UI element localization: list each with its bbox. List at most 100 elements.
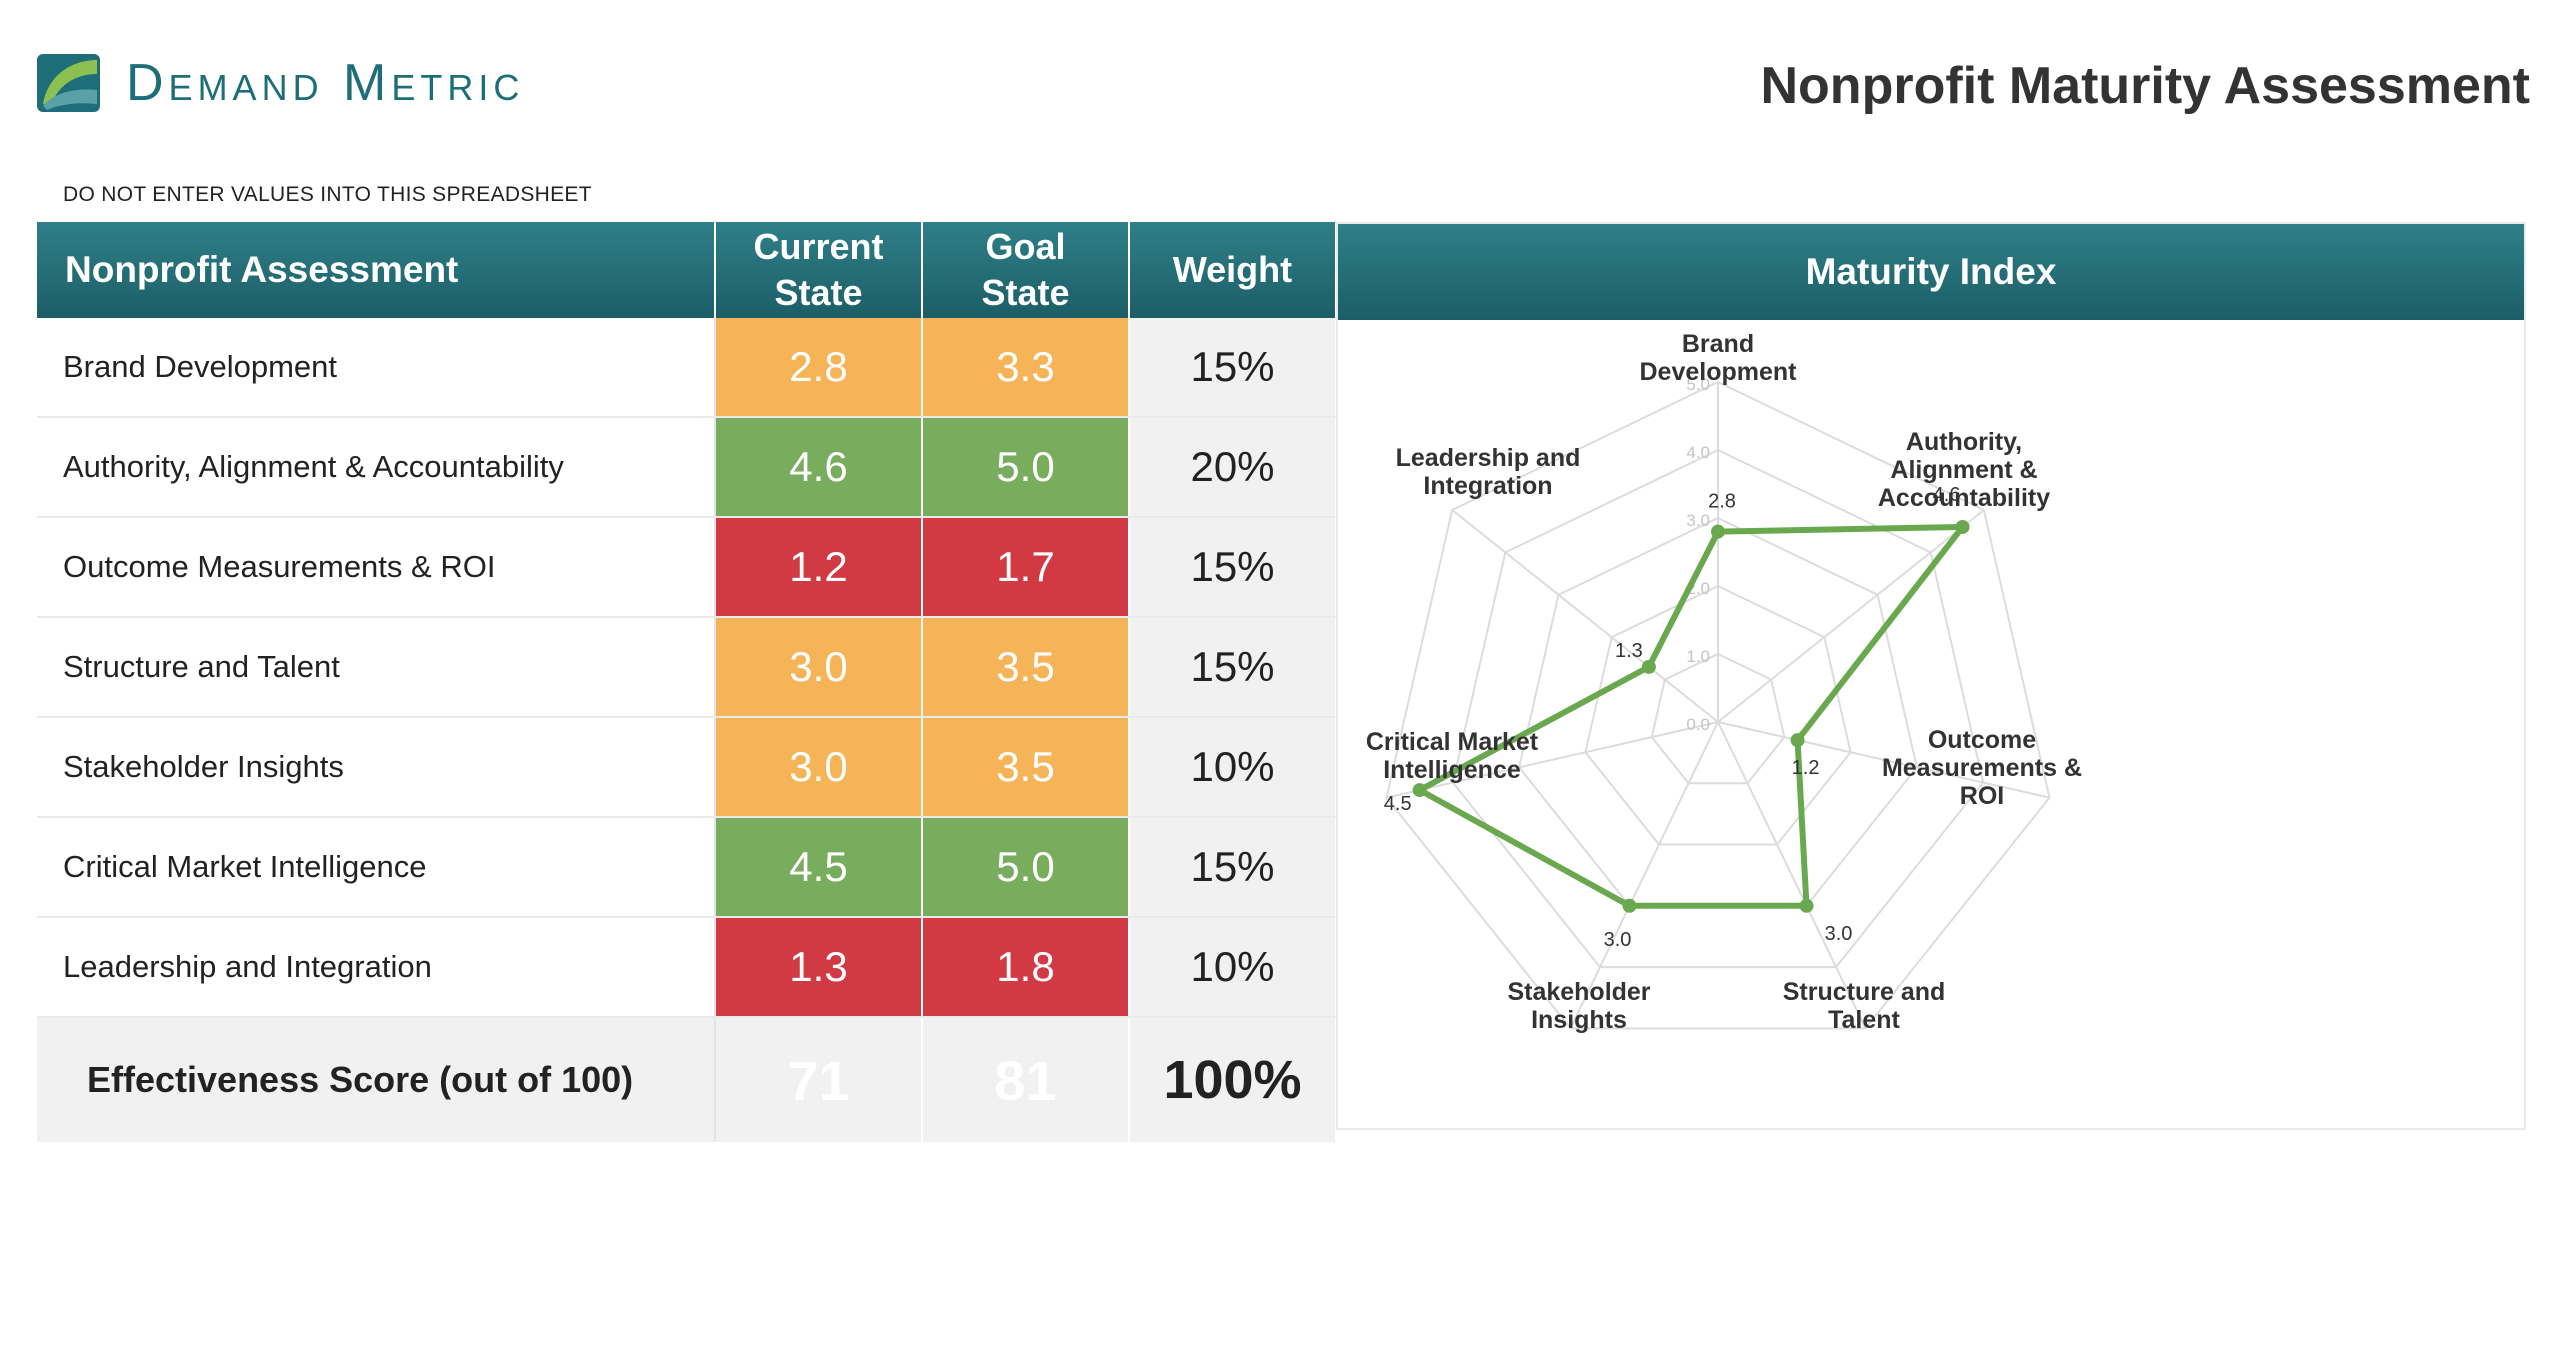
- header-goal-state: Goal State: [922, 222, 1130, 318]
- row-name: Outcome Measurements & ROI: [37, 517, 716, 618]
- radar-value-label: 3.0: [1604, 929, 1632, 951]
- radar-grid-ring: [1650, 652, 1786, 785]
- table-row: Brand Development 2.8 3.3 15%: [37, 318, 1337, 418]
- table-row: Leadership and Integration 1.3 1.8 10%: [37, 917, 1337, 1018]
- table-row: Authority, Alignment & Accountability 4.6…: [37, 417, 1337, 518]
- radar-category-label: Authority,: [1906, 428, 2022, 456]
- row-name: Leadership and Integration: [37, 917, 716, 1018]
- radar-category-label: Critical Market: [1366, 728, 1539, 756]
- radar-spoke: [1717, 721, 1867, 1029]
- brand-name: Demand Metric: [126, 54, 525, 112]
- radar-grid-ring: [1385, 380, 2051, 1030]
- radar-tick-label: 1.0: [1686, 647, 1710, 666]
- radar-value-label: 4.5: [1384, 793, 1412, 815]
- header-assessment: Nonprofit Assessment: [37, 222, 716, 318]
- row-current-state: 4.5: [715, 817, 923, 918]
- row-goal-state: 3.5: [922, 717, 1130, 818]
- header-current-state: Current State: [715, 222, 923, 318]
- radar-category-label: Leadership and: [1396, 444, 1581, 472]
- row-name: Critical Market Intelligence: [37, 817, 716, 918]
- row-goal-state: 5.0: [922, 417, 1130, 518]
- radar-category-label: Talent: [1828, 1006, 1900, 1034]
- row-weight: 20%: [1129, 417, 1337, 518]
- radar-spoke: [1451, 509, 1719, 723]
- total-row: Effectiveness Score (out of 100) 71 81 1…: [37, 1017, 1337, 1142]
- radar-category-label: Structure and: [1783, 978, 1946, 1006]
- header-goal-line1: Goal: [985, 226, 1066, 267]
- row-goal-state: 5.0: [922, 817, 1130, 918]
- row-weight: 15%: [1129, 617, 1337, 718]
- radar-category-label: ROI: [1960, 782, 2004, 810]
- page-title: Nonprofit Maturity Assessment: [1760, 57, 2530, 115]
- row-current-state: 2.8: [715, 318, 923, 418]
- row-weight: 10%: [1129, 917, 1337, 1018]
- row-weight: 15%: [1129, 318, 1337, 418]
- header-goal-line2: State: [981, 272, 1070, 313]
- radar-point: [1641, 659, 1656, 674]
- radar-category-label: Accountability: [1878, 484, 2050, 512]
- radar-spoke: [1386, 721, 1719, 799]
- radar-category-label: Stakeholder: [1507, 978, 1650, 1006]
- row-current-state: 1.3: [715, 917, 923, 1018]
- radar-category-label: Development: [1640, 358, 1798, 386]
- assessment-table: Nonprofit Assessment Current State Goal St…: [37, 222, 1337, 1142]
- radar-series-line: [1416, 523, 1966, 909]
- radar-tick-label: 4.0: [1686, 443, 1710, 462]
- radar-point: [1955, 519, 1970, 534]
- row-name: Stakeholder Insights: [37, 717, 716, 818]
- row-name: Structure and Talent: [37, 617, 716, 718]
- total-weight: 100%: [1129, 1017, 1337, 1142]
- radar-point: [1622, 898, 1637, 913]
- maturity-index-panel: Maturity Index 0.0 1.0 2.0 3.0 4.0 5.0 2.8 4.6 1…: [1336, 222, 2526, 1130]
- radar-value-label: 2.8: [1708, 491, 1736, 513]
- header-current-line1: Current: [753, 226, 884, 267]
- radar-chart: 0.01.02.03.04.05.02.8 4.61.23.03.04.51.3B…: [1366, 330, 2082, 1034]
- radar-category-label: Measurements &: [1882, 754, 2082, 782]
- radar-category-label: Brand: [1682, 330, 1754, 358]
- radar-value-label: 1.2: [1792, 757, 1820, 779]
- radar-category-label: Outcome: [1928, 726, 2036, 754]
- maturity-index-title: Maturity Index: [1338, 224, 2524, 320]
- radar-category-label: Integration: [1423, 472, 1552, 500]
- row-current-state: 1.2: [715, 517, 923, 618]
- table-row: Critical Market Intelligence 4.5 5.0 15%: [37, 817, 1337, 918]
- radar-point: [1711, 524, 1725, 539]
- radar-category-label: Insights: [1531, 1006, 1627, 1034]
- radar-value-label: 1.3: [1615, 640, 1643, 662]
- header-current-line2: State: [774, 272, 863, 313]
- notice-text: DO NOT ENTER VALUES INTO THIS SPREADSHEE…: [63, 183, 592, 206]
- radar-point: [1412, 783, 1427, 798]
- row-current-state: 4.6: [715, 417, 923, 518]
- row-weight: 15%: [1129, 817, 1337, 918]
- radar-value-label: 3.0: [1825, 923, 1853, 945]
- radar-category-label: Intelligence: [1383, 756, 1521, 784]
- row-current-state: 3.0: [715, 617, 923, 718]
- row-name: Authority, Alignment & Accountability: [37, 417, 716, 518]
- total-label: Effectiveness Score (out of 100): [37, 1017, 716, 1142]
- row-current-state: 3.0: [715, 717, 923, 818]
- table-row: Stakeholder Insights 3.0 3.5 10%: [37, 717, 1337, 818]
- row-weight: 10%: [1129, 717, 1337, 818]
- radar-spoke: [1569, 721, 1719, 1029]
- row-goal-state: 1.8: [922, 917, 1130, 1018]
- row-goal-state: 3.3: [922, 318, 1130, 418]
- radar-grid-ring: [1584, 584, 1852, 846]
- table-header-row: Nonprofit Assessment Current State Goal St…: [37, 222, 1337, 318]
- radar-grid-ring: [1451, 448, 1985, 969]
- row-name: Brand Development: [37, 318, 716, 418]
- row-goal-state: 1.7: [922, 517, 1130, 618]
- header-weight: Weight: [1129, 222, 1337, 318]
- radar-tick-label: 3.0: [1686, 511, 1710, 530]
- table-row: Structure and Talent 3.0 3.5 15%: [37, 617, 1337, 718]
- radar-tick-label: 5.0: [1686, 375, 1710, 394]
- row-weight: 15%: [1129, 517, 1337, 618]
- logo-mark-icon: [37, 54, 100, 112]
- total-current: 71: [715, 1017, 923, 1142]
- table-row: Outcome Measurements & ROI 1.2 1.7 15%: [37, 517, 1337, 618]
- radar-spoke: [1717, 721, 2050, 799]
- radar-point: [1790, 733, 1805, 748]
- radar-tick-label: 0.0: [1686, 715, 1710, 734]
- radar-category-label: Alignment &: [1890, 456, 2037, 484]
- total-goal: 81: [922, 1017, 1130, 1142]
